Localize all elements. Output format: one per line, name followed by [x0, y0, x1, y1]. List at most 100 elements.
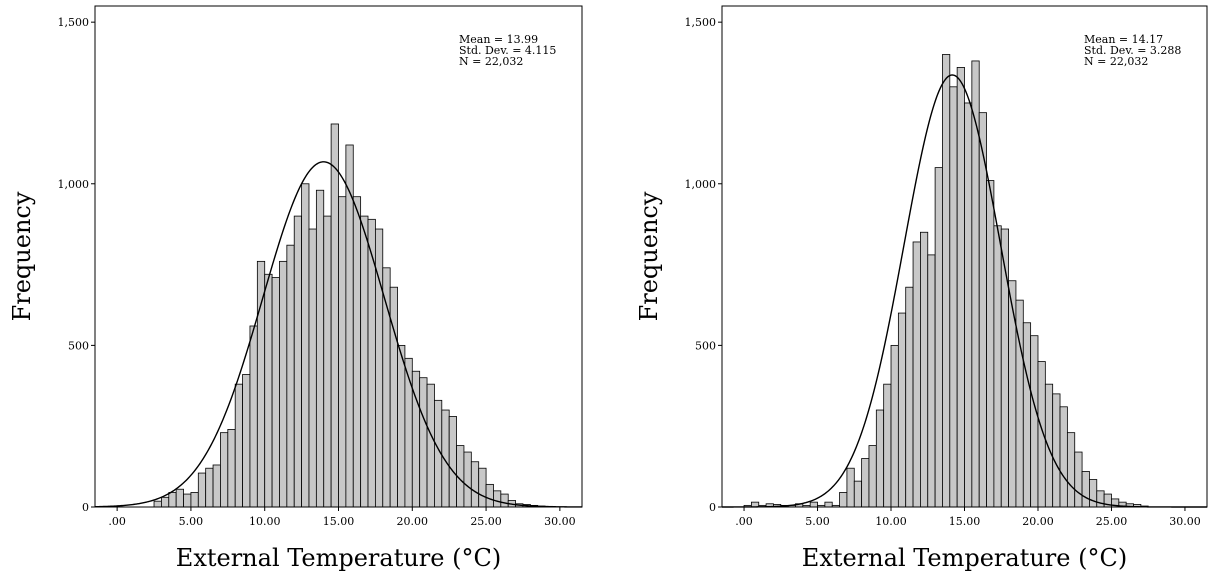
histogram-bar	[920, 231, 929, 508]
histogram-bar	[256, 260, 266, 508]
histogram-bar	[301, 183, 310, 508]
histogram-bar	[397, 344, 406, 508]
histogram-bar	[493, 490, 502, 508]
histogram-bar	[1059, 406, 1068, 508]
histogram-bar	[470, 461, 480, 508]
histogram-bar	[234, 383, 243, 508]
histogram-bar	[315, 189, 325, 508]
histogram-bar	[220, 432, 229, 508]
histogram-bar	[183, 493, 192, 508]
histogram-bar	[227, 429, 236, 508]
histogram-bar	[478, 467, 487, 508]
histogram-bar	[264, 273, 273, 508]
y-tick-label: 500	[68, 339, 89, 352]
histogram-bar	[1052, 393, 1061, 508]
stat-line: Mean = 14.17	[1084, 33, 1163, 46]
histogram-bar	[448, 416, 457, 508]
histogram-bar	[168, 492, 177, 508]
histogram-bar	[1096, 490, 1105, 508]
histogram-bar	[197, 472, 207, 508]
x-tick-label: 15.00	[323, 515, 355, 528]
y-tick-label: 1,000	[685, 178, 717, 191]
x-tick-label: 20.00	[397, 515, 429, 528]
histogram-bar	[161, 496, 170, 508]
y-tick-label: 0	[709, 501, 716, 514]
histogram-bar	[426, 383, 435, 508]
histogram-bar	[956, 67, 965, 508]
histogram-bar	[942, 54, 951, 508]
histogram-bar	[971, 60, 980, 508]
histogram-bar	[1066, 432, 1076, 508]
histogram-bar	[890, 344, 899, 508]
stat-line: N = 22,032	[459, 55, 523, 68]
y-tick-label: 500	[695, 339, 716, 352]
x-axis-title: External Temperature (°C)	[802, 544, 1127, 572]
histogram-bar	[861, 458, 870, 508]
x-tick-label: .00	[735, 515, 753, 528]
x-tick-label: 25.00	[470, 515, 502, 528]
x-tick-label: 10.00	[249, 515, 281, 528]
normal-curve	[722, 74, 1207, 508]
histogram-panel-1: .00 5.00 10.00 15.00 20.00 25.00 30.00 0 500 1,00…	[8, 5, 583, 572]
histogram-bar	[330, 123, 339, 508]
x-tick-label: 10.00	[875, 515, 907, 528]
normal-curve	[94, 161, 582, 508]
histogram-bar	[190, 492, 199, 508]
histogram-bar	[839, 492, 848, 508]
x-tick-label: .00	[108, 515, 126, 528]
x-tick-label: 5.00	[805, 515, 830, 528]
y-tick-label: 1,000	[58, 178, 90, 191]
histogram-bar	[1089, 479, 1098, 508]
histogram-bar	[875, 409, 885, 508]
x-tick-label: 30.00	[544, 515, 576, 528]
histogram-bar	[1074, 451, 1083, 508]
histogram-bar	[175, 488, 184, 508]
histogram-bar	[212, 464, 221, 508]
stat-line: Mean = 13.99	[459, 33, 538, 46]
histogram-bar	[352, 196, 362, 508]
histogram-bar	[1008, 280, 1017, 508]
histogram-bar	[853, 480, 863, 508]
histogram-bar	[242, 374, 251, 508]
histogram-bar	[912, 241, 921, 508]
histogram-bar	[279, 260, 288, 508]
stat-line: Std. Dev. = 4.115	[459, 44, 556, 57]
histogram-bar	[986, 180, 995, 508]
histogram-bar	[338, 196, 347, 508]
histogram-bar	[323, 215, 332, 508]
y-tick-label: 1,500	[685, 16, 717, 29]
histogram-bar	[485, 483, 494, 508]
y-axis-title: Frequency	[8, 191, 36, 321]
histogram-bar	[419, 377, 428, 508]
histogram-bar	[1030, 335, 1039, 508]
histogram-bar	[905, 286, 914, 508]
histogram-bar	[1022, 322, 1032, 508]
x-tick-label: 5.00	[179, 515, 204, 528]
histogram-bar	[293, 215, 303, 508]
histogram-bar	[868, 445, 877, 508]
histogram-bar	[934, 167, 943, 508]
y-tick-label: 0	[82, 501, 89, 514]
histogram-bar	[964, 102, 973, 508]
histogram-bar	[993, 225, 1002, 508]
histogram-bar	[360, 215, 369, 508]
x-tick-label: 15.00	[949, 515, 981, 528]
stat-line: N = 22,032	[1084, 55, 1148, 68]
histogram-bar	[846, 467, 855, 508]
x-tick-label: 20.00	[1022, 515, 1054, 528]
histogram-bar	[463, 451, 472, 508]
histogram-bar	[500, 493, 509, 508]
histogram-bar	[1081, 471, 1090, 508]
x-tick-label: 25.00	[1096, 515, 1128, 528]
histogram-bar	[205, 467, 214, 508]
histogram-panel-2: .00 5.00 10.00 15.00 20.00 25.00 30.00 0 500 1,00…	[635, 5, 1208, 572]
histogram-bar	[978, 112, 987, 508]
histogram-bar	[153, 500, 162, 508]
histogram-bar	[1044, 383, 1054, 508]
histogram-bar	[927, 254, 936, 508]
histogram-bar	[883, 383, 892, 508]
histogram-bar	[897, 312, 907, 508]
x-tick-label: 30.00	[1169, 515, 1201, 528]
stat-line: Std. Dev. = 3.288	[1084, 44, 1181, 57]
